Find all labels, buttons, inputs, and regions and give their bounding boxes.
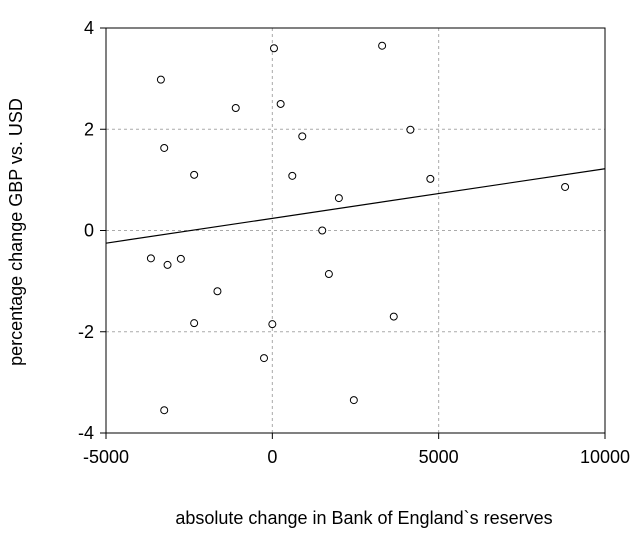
data-point-21 [190,319,199,328]
data-point-1 [156,75,165,84]
data-point-19 [213,287,222,296]
data-point-5 [276,99,285,108]
data-point-22 [268,320,277,329]
y-tick-label: 2 [84,119,94,139]
data-point-8 [406,125,415,134]
x-tick-label: 0 [267,447,277,467]
y-tick-label: -2 [78,322,94,342]
x-tick-label: 10000 [580,447,630,467]
y-tick-label: 0 [84,221,94,241]
grid-layer [106,28,605,433]
data-point-24 [349,396,358,405]
fit-line-layer [105,168,606,244]
data-point-25 [160,406,169,415]
x-tick-label: -5000 [83,447,129,467]
ticks-layer: -5000 0 5000 10000 -4 -2 0 2 4 [78,18,630,467]
y-tick-label: -4 [78,423,94,443]
x-axis-label: absolute change in Bank of England`s res… [175,508,552,528]
data-point-15 [146,254,155,263]
y-axis-label: percentage change GBP vs. USD [6,98,26,366]
data-point-10 [288,171,297,180]
data-point-16 [163,260,172,269]
data-point-4 [231,103,240,112]
data-point-18 [324,270,333,279]
x-tick-label: 5000 [419,447,459,467]
data-point-11 [426,174,435,183]
data-point-17 [176,254,185,263]
data-point-12 [561,182,570,191]
data-point-2 [269,44,278,53]
y-tick-label: 4 [84,18,94,38]
data-point-23 [260,354,269,363]
data-point-13 [334,194,343,203]
points-layer [146,41,570,415]
data-point-3 [378,41,387,50]
data-point-7 [298,132,307,141]
regression-line [105,168,606,244]
data-point-6 [160,143,169,152]
data-point-9 [190,170,199,179]
data-point-20 [389,312,398,321]
data-point-14 [318,226,327,235]
